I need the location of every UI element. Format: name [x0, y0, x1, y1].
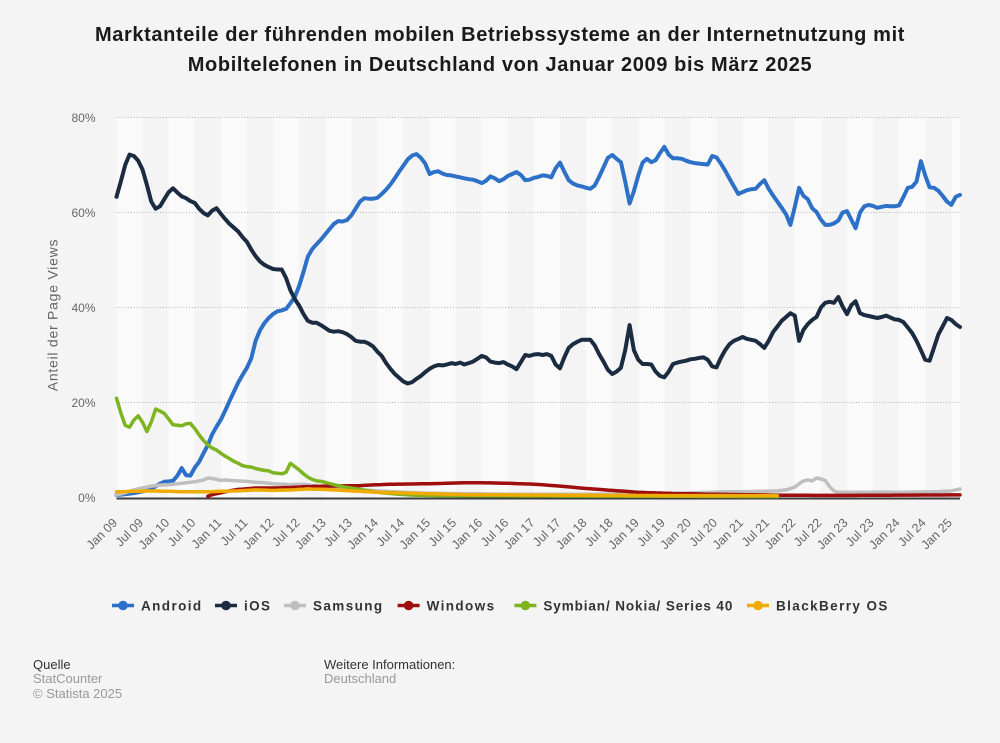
svg-text:Jan 11: Jan 11 [189, 516, 225, 552]
svg-text:0%: 0% [78, 491, 96, 505]
svg-text:80%: 80% [71, 111, 95, 125]
svg-text:Windows: Windows [427, 599, 496, 614]
svg-text:BlackBerry OS: BlackBerry OS [776, 599, 889, 614]
svg-text:40%: 40% [71, 301, 95, 315]
svg-text:60%: 60% [71, 206, 95, 220]
svg-text:Jan 09: Jan 09 [84, 516, 120, 552]
svg-text:Anteil der Page Views: Anteil der Page Views [45, 239, 61, 391]
svg-text:Samsung: Samsung [313, 599, 384, 614]
svg-text:Android: Android [141, 599, 203, 614]
svg-text:Symbian/ Nokia/ Series 40: Symbian/ Nokia/ Series 40 [543, 599, 733, 614]
svg-text:iOS: iOS [244, 599, 271, 614]
svg-text:20%: 20% [71, 396, 95, 410]
